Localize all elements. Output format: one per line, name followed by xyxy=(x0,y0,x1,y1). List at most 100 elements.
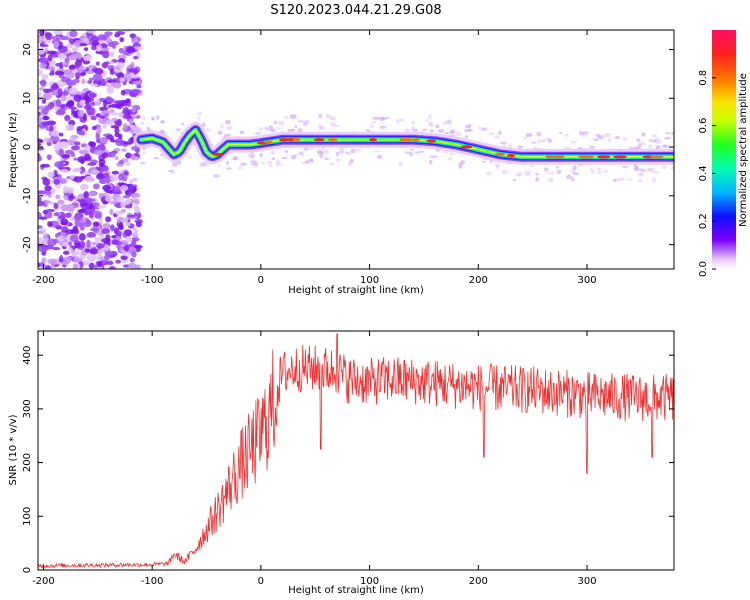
snr-y-ticks: 0 100 200 300 400 xyxy=(22,346,674,573)
noise-speck xyxy=(75,168,82,173)
noise-speck xyxy=(120,255,128,261)
noise-speck xyxy=(105,216,112,223)
noise-speck xyxy=(48,65,56,71)
ridge-hotspot xyxy=(369,138,378,142)
noise-speck xyxy=(109,112,120,116)
noise-speck-faint xyxy=(197,117,201,120)
noise-speck-faint xyxy=(252,164,258,168)
noise-speck-faint xyxy=(612,178,617,182)
noise-speck-faint xyxy=(589,167,593,171)
noise-speck xyxy=(126,185,134,192)
noise-speck-faint xyxy=(578,131,585,136)
noise-speck xyxy=(125,198,132,205)
noise-speck-faint xyxy=(339,150,345,154)
noise-speck-faint xyxy=(662,165,667,170)
colorbar-tick-label: 0.0 xyxy=(698,261,709,277)
noise-speck xyxy=(66,82,77,86)
noise-speck xyxy=(50,130,61,137)
noise-speck xyxy=(68,241,73,247)
snr-background xyxy=(38,331,674,570)
noise-speck-faint xyxy=(428,159,433,165)
noise-speck-faint xyxy=(284,149,289,154)
noise-speck xyxy=(83,104,92,110)
noise-speck xyxy=(67,38,74,42)
noise-speck-faint xyxy=(143,151,147,154)
noise-speck-faint xyxy=(636,138,641,142)
noise-speck-faint xyxy=(607,138,611,143)
noise-speck-faint xyxy=(637,167,645,171)
noise-speck xyxy=(85,208,96,213)
noise-speck xyxy=(58,132,64,137)
noise-speck xyxy=(122,107,129,114)
noise-speck-faint xyxy=(494,135,500,139)
noise-speck xyxy=(82,96,89,101)
noise-speck xyxy=(113,100,124,104)
noise-speck-faint xyxy=(603,169,608,173)
noise-speck xyxy=(125,204,133,209)
ridge-hotspot xyxy=(292,138,301,142)
noise-speck xyxy=(110,82,116,87)
noise-speck-faint xyxy=(508,143,513,148)
noise-speck-faint xyxy=(458,164,463,169)
noise-speck xyxy=(84,175,94,183)
noise-speck-faint xyxy=(301,153,305,157)
noise-speck-faint xyxy=(535,172,539,176)
spectrogram-x-tick-label: 300 xyxy=(577,275,596,286)
noise-speck-faint xyxy=(501,169,509,175)
noise-speck xyxy=(123,113,132,120)
noise-speck-faint xyxy=(153,156,160,160)
noise-speck-faint xyxy=(317,150,324,155)
noise-speck xyxy=(42,178,51,186)
noise-speck-faint xyxy=(422,128,428,132)
noise-speck xyxy=(136,84,142,89)
noise-speck xyxy=(100,260,109,266)
noise-speck xyxy=(69,234,79,243)
snr-x-tick-label: 200 xyxy=(469,576,488,587)
noise-speck-faint xyxy=(379,125,387,129)
snr-y-axis-title: SNR (10 * v/v) xyxy=(8,414,19,485)
noise-speck-faint xyxy=(638,141,646,146)
noise-speck xyxy=(65,229,75,234)
noise-speck-faint xyxy=(324,157,330,161)
noise-speck-faint xyxy=(225,160,230,165)
noise-speck xyxy=(100,115,106,119)
noise-speck-faint xyxy=(258,127,264,131)
ridge-hotspot xyxy=(426,139,437,143)
noise-speck xyxy=(39,261,45,268)
noise-speck-faint xyxy=(418,150,425,153)
noise-speck xyxy=(42,200,52,204)
snr-y-tick-label: 200 xyxy=(22,453,33,472)
noise-speck xyxy=(38,142,42,147)
noise-speck xyxy=(121,148,127,152)
noise-speck xyxy=(55,194,61,200)
noise-speck-faint xyxy=(589,145,595,150)
noise-speck xyxy=(106,260,114,265)
noise-speck xyxy=(38,116,43,124)
snr-x-tick-label: -100 xyxy=(141,576,164,587)
noise-speck xyxy=(91,125,97,131)
noise-speck-faint xyxy=(365,129,370,132)
noise-speck xyxy=(69,30,78,38)
noise-speck xyxy=(40,79,47,87)
spectrogram-y-tick-label: 0 xyxy=(22,144,33,150)
noise-speck xyxy=(57,88,63,96)
noise-speck-faint xyxy=(385,116,389,120)
noise-speck xyxy=(78,149,89,154)
ridge-hotspot xyxy=(578,155,594,159)
noise-speck xyxy=(73,157,78,161)
noise-speck xyxy=(122,30,132,33)
noise-speck-faint xyxy=(276,127,282,130)
noise-speck xyxy=(91,67,99,73)
noise-speck xyxy=(38,69,43,77)
colorbar: 0.0 0.2 0.4 0.6 0.8 Normalized spectral ampl… xyxy=(698,30,749,277)
noise-speck xyxy=(44,185,52,192)
noise-speck-faint xyxy=(648,144,653,149)
noise-speck-faint xyxy=(652,177,657,183)
noise-speck xyxy=(96,126,102,135)
noise-speck xyxy=(108,104,118,108)
noise-speck-faint xyxy=(599,137,605,140)
noise-speck xyxy=(72,263,78,269)
spectrogram-y-tick-label: 10 xyxy=(22,92,33,105)
noise-speck xyxy=(129,72,135,77)
noise-speck xyxy=(118,222,124,229)
